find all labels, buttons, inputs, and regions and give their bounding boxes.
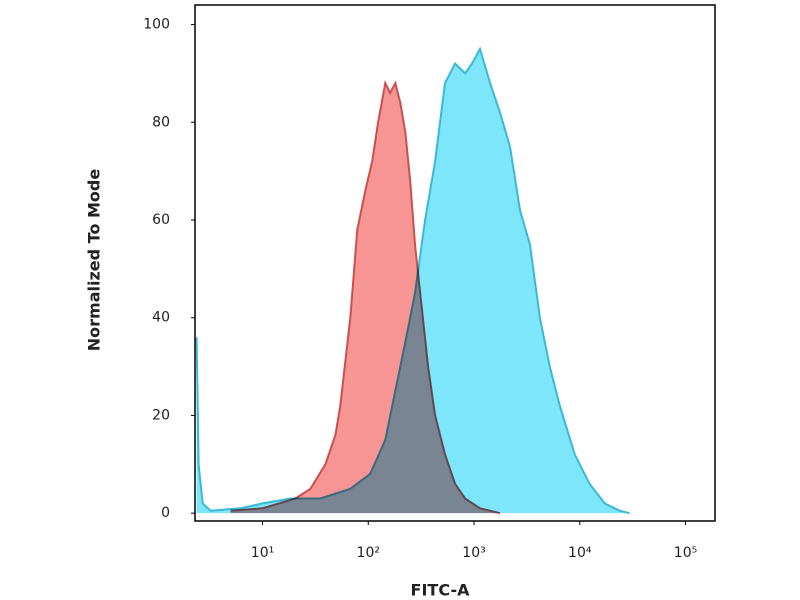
x-tick-label: 10²: [357, 545, 380, 561]
series: [230, 80, 501, 515]
y-tick-label: 100: [143, 17, 170, 33]
y-tick-label: 20: [152, 407, 170, 423]
x-axis-title: FITC-A: [411, 581, 471, 600]
x-tick-label: 10⁵: [674, 545, 697, 561]
area-fill: [196, 49, 630, 514]
x-tick-label: 10⁴: [568, 545, 592, 561]
y-tick-label: 40: [152, 310, 170, 326]
area-line: [195, 46, 630, 515]
y-tick-label: 0: [161, 505, 170, 521]
plot-frame: [194, 4, 716, 522]
area-fill: [230, 83, 500, 514]
y-axis-title: Normalized To Mode: [85, 169, 104, 352]
y-tick-label: 60: [152, 212, 170, 228]
y-tick-label: 80: [152, 114, 170, 130]
x-tick-label: 10¹: [251, 545, 274, 561]
area-line: [230, 80, 501, 515]
x-tick-label: 10³: [462, 545, 485, 561]
series: [195, 46, 630, 515]
